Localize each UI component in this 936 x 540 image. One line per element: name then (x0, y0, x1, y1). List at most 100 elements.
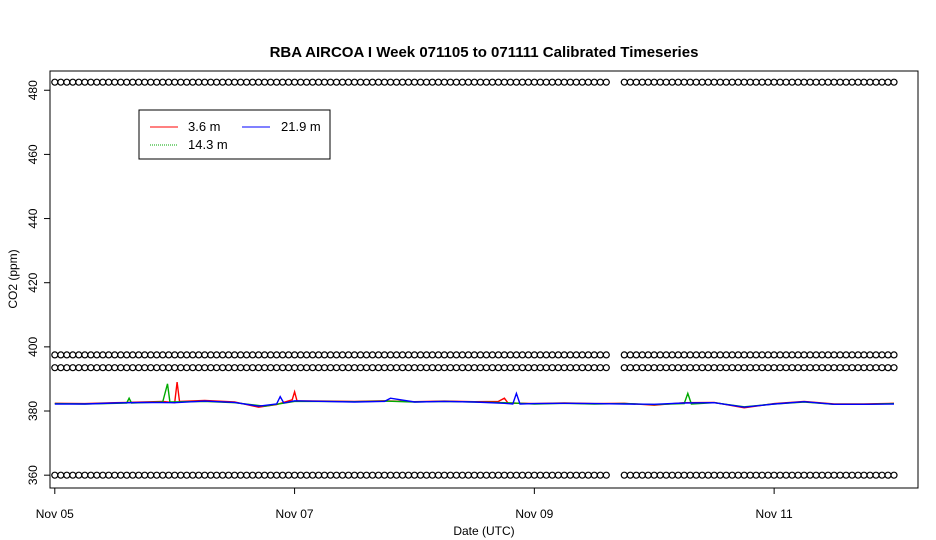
calibration-point (800, 351, 808, 359)
calibration-point (746, 78, 754, 86)
calibration-point (764, 471, 772, 479)
calibration-point (482, 471, 490, 479)
calibration-point (812, 351, 820, 359)
calibration-point (644, 351, 652, 359)
calibration-point (734, 471, 742, 479)
calibration-point (147, 364, 155, 372)
calibration-point (824, 351, 832, 359)
calibration-point (476, 351, 484, 359)
calibration-point (770, 364, 778, 372)
calibration-point (332, 78, 341, 86)
calibration-point (141, 78, 149, 86)
calibration-point (81, 364, 89, 372)
calibration-point (452, 364, 460, 372)
calibration-point (273, 471, 281, 479)
calibration-point (656, 78, 664, 86)
calibration-point (326, 351, 335, 359)
calibration-point (291, 78, 299, 86)
y-axis-label: CO2 (ppm) (6, 249, 20, 308)
calibration-point (285, 364, 293, 372)
calibration-point (704, 471, 712, 479)
calibration-point (141, 351, 149, 359)
calibration-point (171, 471, 179, 479)
calibration-point (410, 351, 419, 359)
calibration-point (506, 78, 514, 86)
calibration-point (506, 351, 514, 359)
calibration-point (698, 471, 706, 479)
calibration-point (261, 364, 269, 372)
calibration-point (884, 364, 892, 372)
calibration-point (482, 364, 490, 372)
calibration-point (752, 351, 760, 359)
calibration-point (309, 351, 317, 359)
calibration-point (434, 364, 442, 372)
calibration-point (518, 364, 527, 372)
calibration-point (231, 364, 239, 372)
calibration-point (123, 78, 131, 86)
calibration-point (237, 351, 245, 359)
calibration-point (638, 364, 646, 372)
calibration-point (237, 471, 245, 479)
calibration-point (63, 351, 71, 359)
calibration-point (69, 78, 77, 86)
calibration-point (854, 78, 862, 86)
calibration-point (273, 364, 281, 372)
y-tick-label: 460 (26, 144, 40, 164)
calibration-point (806, 471, 814, 479)
calibration-point (195, 471, 203, 479)
calibration-point (488, 364, 496, 372)
calibration-point (650, 364, 658, 372)
calibration-point (890, 471, 898, 479)
y-axis: 360 380 400 420 440 460 480 (26, 80, 50, 485)
calibration-point (848, 364, 856, 372)
calibration-point (153, 364, 161, 372)
calibration-point (668, 78, 676, 86)
calibration-point (482, 351, 490, 359)
calibration-point (440, 471, 448, 479)
calibration-point (261, 78, 269, 86)
calibration-point (135, 78, 143, 86)
calibration-point (434, 78, 442, 86)
calibration-point (788, 364, 796, 372)
calibration-point (758, 351, 766, 359)
calibration-point (69, 364, 77, 372)
calibration-point (189, 351, 197, 359)
calibration-point (830, 471, 838, 479)
calibration-point (225, 351, 233, 359)
calibration-point (285, 351, 293, 359)
calibration-point (866, 471, 874, 479)
calibration-point (87, 364, 95, 372)
calibration-point (380, 364, 389, 372)
calibration-point (279, 471, 287, 479)
calibration-point (111, 364, 119, 372)
calibration-point (590, 78, 598, 86)
calibration-point (446, 78, 454, 86)
calibration-point (710, 351, 718, 359)
calibration-point (644, 78, 652, 86)
calibration-point (147, 351, 155, 359)
calibration-point (183, 351, 191, 359)
calibration-point (261, 471, 269, 479)
calibration-point (572, 471, 580, 479)
calibration-point (734, 78, 742, 86)
calibration-point (620, 78, 628, 86)
calibration-point (716, 78, 724, 86)
calibration-point (686, 78, 694, 86)
calibration-point (728, 351, 736, 359)
calibration-point (488, 78, 496, 86)
calibration-point (566, 78, 574, 86)
calibration-point (141, 471, 149, 479)
calibration-point (177, 351, 185, 359)
calibration-point (410, 78, 419, 86)
calibration-point (758, 364, 766, 372)
calibration-point (135, 471, 143, 479)
calibration-point (494, 471, 502, 479)
calibration-point (213, 351, 221, 359)
calibration-point (111, 471, 119, 479)
calibration-point (686, 351, 694, 359)
legend: 3.6 m 21.9 m 14.3 m (138, 109, 331, 160)
calibration-point (872, 364, 880, 372)
calibration-point (464, 351, 472, 359)
calibration-point (380, 351, 389, 359)
calibration-point (536, 78, 544, 86)
